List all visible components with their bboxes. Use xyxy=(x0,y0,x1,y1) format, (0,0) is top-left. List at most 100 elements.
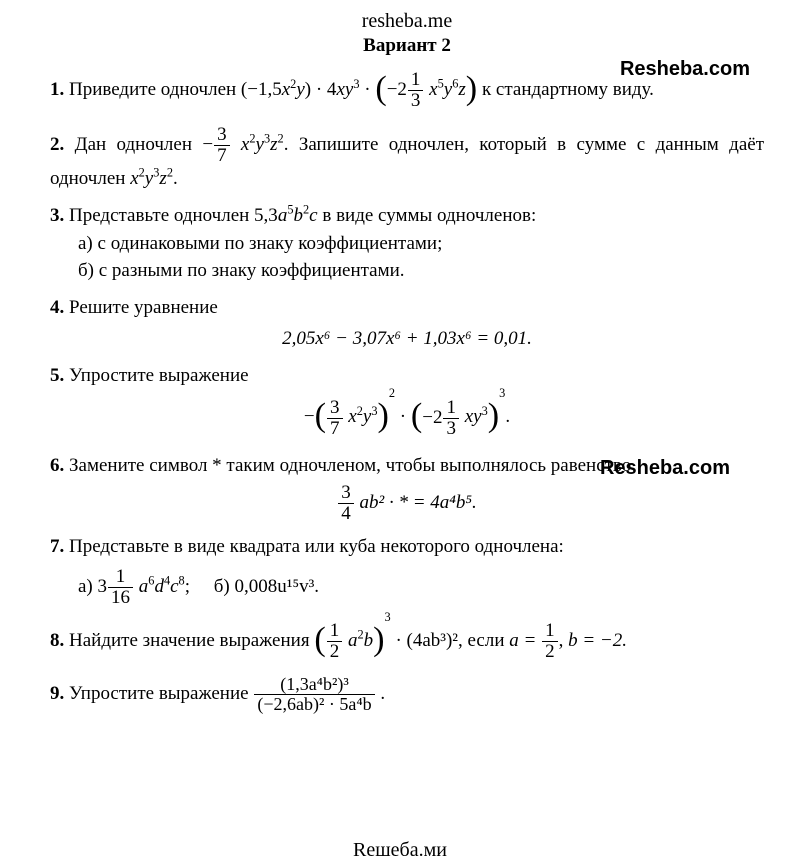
text: а) 3 xyxy=(78,576,107,597)
paren-open-icon: ( xyxy=(314,615,325,665)
problem-8: 8. Найдите значение выражения (12 a2b)3 … xyxy=(50,617,764,667)
text: Замените символ * таким одночленом, чтоб… xyxy=(69,455,631,476)
fraction: 37 xyxy=(214,125,230,166)
problem-number: 6. xyxy=(50,455,64,476)
denominator: (−2,6ab)² · 5a⁴b xyxy=(254,695,374,714)
var: y xyxy=(444,79,452,100)
watermark-mid: Resheba.com xyxy=(600,457,730,480)
numerator: 1 xyxy=(443,398,459,419)
var: a xyxy=(343,630,357,651)
problem-number: 5. xyxy=(50,365,64,386)
var: x xyxy=(130,168,138,189)
problem-3: 3. Представьте одночлен 5,3a5b2c в виде … xyxy=(50,202,764,285)
problem-7: 7. Представьте в виде квадрата или куба … xyxy=(50,533,764,607)
numerator: 3 xyxy=(327,398,343,419)
int: −2 xyxy=(422,406,442,427)
fraction: (1,3a⁴b²)³(−2,6ab)² · 5a⁴b xyxy=(254,675,374,714)
paren-close-icon: ) xyxy=(373,615,384,665)
subitem-a: а) с одинаковыми по знаку коэффициентами… xyxy=(78,230,764,258)
dot: · xyxy=(395,406,411,427)
paren-open-icon: ( xyxy=(315,391,326,441)
text: Упростите выражение xyxy=(69,365,249,386)
text: · (4ab³)², если xyxy=(391,630,510,651)
denominator: 3 xyxy=(443,419,459,439)
subitems: а) 3116 a6d4c8; б) 0,008u¹⁵v³. xyxy=(78,567,764,608)
var: y xyxy=(256,133,264,154)
paren-open-icon: ( xyxy=(375,64,386,114)
problem-9: 9. Упростите выражение (1,3a⁴b²)³(−2,6ab… xyxy=(50,675,764,714)
text: ; xyxy=(185,576,190,597)
var: b xyxy=(364,630,374,651)
equation: 34 ab² · * = 4a⁴b⁵. xyxy=(50,483,764,524)
text: · xyxy=(359,79,375,100)
fraction: 13 xyxy=(443,398,459,439)
numerator: 1 xyxy=(327,621,343,642)
problem-number: 8. xyxy=(50,630,64,651)
math: 2,05x⁶ − 3,07x⁶ + 1,03x⁶ = 0,01. xyxy=(282,328,532,349)
denominator: 16 xyxy=(108,588,133,608)
problem-number: 4. xyxy=(50,297,64,318)
fraction: 12 xyxy=(542,621,558,662)
text: . xyxy=(173,168,178,189)
numerator: 1 xyxy=(108,567,133,588)
page: resheba.me Вариант 2 Resheba.com Resheba… xyxy=(0,0,800,868)
var: a xyxy=(134,576,148,597)
subitem-b: б) с разными по знаку коэффициентами. xyxy=(78,257,764,285)
exp: 3 xyxy=(499,386,505,400)
var: c xyxy=(170,576,178,597)
numerator: 3 xyxy=(214,125,230,146)
text: ) · 4 xyxy=(305,79,337,100)
text: Представьте одночлен 5,3 xyxy=(69,205,278,226)
problem-2: 2. Дан одночлен −37 x2y3z2. Запишите одн… xyxy=(50,125,764,193)
footer: Reшеба.ми xyxy=(0,839,800,862)
header-top: resheba.me xyxy=(50,10,764,33)
text: к стандартно­му виду. xyxy=(477,79,654,100)
watermark-top: Resheba.com xyxy=(620,58,750,81)
variant-title: Вариант 2 xyxy=(50,35,764,57)
subitem-b: б) 0,008u¹⁵v³. xyxy=(214,576,319,597)
var: z xyxy=(458,79,465,100)
var: y xyxy=(145,168,153,189)
fraction: 12 xyxy=(327,621,343,662)
denominator: 7 xyxy=(327,419,343,439)
var: d xyxy=(154,576,164,597)
problem-number: 7. xyxy=(50,536,64,557)
denominator: 4 xyxy=(338,504,354,524)
var: y xyxy=(296,79,304,100)
equation: −(37 x2y3)2 · (−213 xy3)3. xyxy=(50,393,764,443)
var: z xyxy=(270,133,277,154)
var: b = −2. xyxy=(568,630,627,651)
var: xy xyxy=(460,406,482,427)
var: c xyxy=(309,205,317,226)
text: Приведите одночлен (−1,5 xyxy=(69,79,282,100)
var: x xyxy=(429,79,437,100)
text: Найдите значение выражения xyxy=(69,630,314,651)
var: x xyxy=(282,79,290,100)
text: Решите уравнение xyxy=(69,297,218,318)
fraction: 37 xyxy=(327,398,343,439)
numerator: 3 xyxy=(338,483,354,504)
denominator: 2 xyxy=(542,642,558,662)
exp: 2 xyxy=(389,386,395,400)
denominator: 2 xyxy=(327,642,343,662)
problem-number: 3. xyxy=(50,205,64,226)
problem-number: 1. xyxy=(50,79,64,100)
paren-close-icon: ) xyxy=(488,391,499,441)
text: Представьте в виде квадрата или куба нек… xyxy=(69,536,564,557)
numerator: (1,3a⁴b²)³ xyxy=(254,675,374,695)
paren-close-icon: ) xyxy=(466,64,477,114)
problem-4: 4. Решите уравнение 2,05x⁶ − 3,07x⁶ + 1,… xyxy=(50,294,764,353)
problem-number: 2. xyxy=(50,133,64,154)
fraction: 116 xyxy=(108,567,133,608)
var: x xyxy=(231,133,250,154)
text: . xyxy=(505,406,510,427)
problem-number: 9. xyxy=(50,683,64,704)
math: ab² · * = 4a⁴b⁵. xyxy=(355,492,477,513)
neg: − xyxy=(304,406,315,427)
paren-close-icon: ) xyxy=(377,391,388,441)
fraction: 34 xyxy=(338,483,354,524)
mixed-fraction: −213 xyxy=(387,70,425,111)
numerator: 1 xyxy=(542,621,558,642)
text: Дан одночлен − xyxy=(75,133,213,154)
var: a = xyxy=(509,630,541,651)
